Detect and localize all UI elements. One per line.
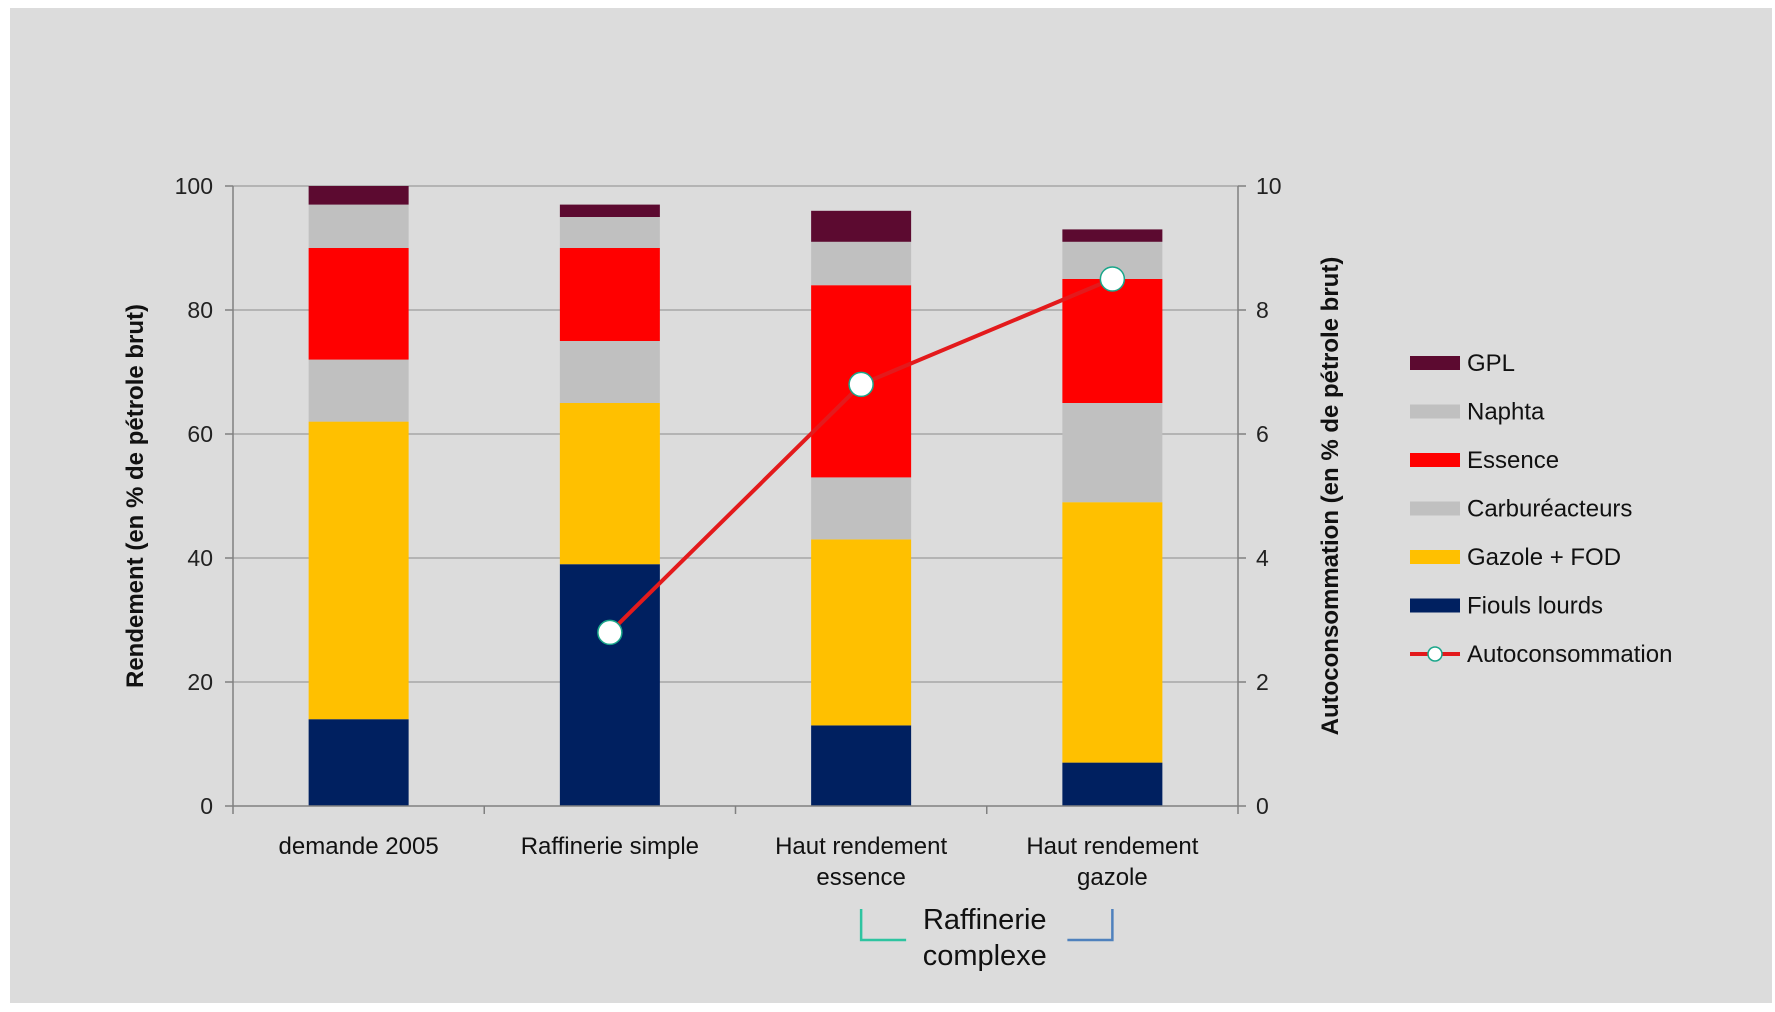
x-category-label: Haut rendement: [1026, 833, 1198, 860]
bar-segment-gpl: [308, 186, 409, 205]
y-axis-title: Rendement (en % de pétrole brut): [122, 304, 149, 688]
legend-item-gazole-fod: Gazole + FOD: [1410, 544, 1621, 571]
legend-item-autoconsommation: Autoconsommation: [1410, 641, 1672, 668]
legend-label: Gazole + FOD: [1467, 544, 1621, 571]
legend-swatch: [1410, 550, 1460, 564]
y-tick-label: 80: [187, 297, 213, 323]
bracket-right: [1067, 909, 1114, 942]
bar-segment-naphta: [811, 241, 912, 286]
y2-tick-label: 6: [1256, 421, 1269, 447]
bar-segment-carbureacteurs: [308, 359, 409, 422]
autoconsommation-line-layer: [597, 266, 1126, 646]
legend-swatch: [1410, 453, 1460, 467]
group-annotation-label: Raffinerie: [923, 904, 1047, 936]
bar-segment-carbureacteurs: [559, 341, 660, 403]
group-annotation: Raffinerie complexe: [859, 904, 1114, 972]
bar-segment-fiouls-lourds: [308, 719, 409, 806]
legend-marker: [1427, 646, 1443, 662]
y2-tick-label: 10: [1256, 173, 1282, 199]
bar-segment-fiouls-lourds: [559, 564, 660, 806]
y2-axis-title: Autoconsommation (en % de pétrole brut): [1317, 257, 1344, 736]
bar-segment-essence: [559, 248, 660, 341]
y2-tick-label: 0: [1256, 793, 1269, 819]
legend-label: Carburéacteurs: [1467, 496, 1632, 523]
legend-label: Fiouls lourds: [1467, 593, 1603, 620]
legend-swatch: [1410, 598, 1460, 613]
bars: [308, 186, 1163, 806]
bar-segment-gpl: [1062, 229, 1163, 242]
autoconsommation-point: [597, 619, 623, 646]
bar-segment-gazole-fod: [1062, 502, 1163, 763]
bar-segment-gazole-fod: [308, 421, 409, 720]
x-category-label: gazole: [1077, 864, 1148, 891]
legend-item-naphta: Naphta: [1410, 399, 1545, 426]
legend-item-gpl: GPL: [1410, 350, 1515, 377]
legend-label: Autoconsommation: [1467, 641, 1672, 668]
legend-item-fiouls-lourds: Fiouls lourds: [1410, 593, 1603, 620]
group-annotation-label: complexe: [923, 940, 1047, 972]
legend-item-essence: Essence: [1410, 447, 1559, 474]
y2-tick-label: 2: [1256, 669, 1269, 695]
bracket-left: [859, 909, 907, 942]
bar-segment-carbureacteurs: [811, 477, 912, 540]
bar-segment-fiouls-lourds: [811, 725, 912, 806]
bar-segment-gpl: [811, 210, 912, 242]
legend-label: GPL: [1467, 350, 1515, 377]
y2-tick-label: 4: [1256, 545, 1269, 571]
y-tick-label: 0: [200, 793, 213, 819]
axis-labels: Rendement (en % de pétrole brut) Autocon…: [122, 257, 1344, 736]
legend-label: Essence: [1467, 447, 1559, 474]
y-tick-label: 40: [187, 545, 213, 571]
y-tick-label: 60: [187, 421, 213, 447]
y-tick-label: 20: [187, 669, 213, 695]
bar-segment-essence: [308, 248, 409, 360]
bar-segment-gazole-fod: [559, 403, 660, 565]
x-category-label: Haut rendement: [775, 833, 947, 860]
bar-segment-naphta: [559, 217, 660, 248]
legend-item-carbureacteurs: Carburéacteurs: [1410, 496, 1632, 523]
bar-segment-gpl: [559, 204, 660, 217]
x-category-label: essence: [816, 864, 905, 891]
autoconsommation-point: [1099, 266, 1126, 292]
y2-tick-label: 8: [1256, 297, 1269, 323]
bar-segment-essence: [1062, 279, 1163, 403]
autoconsommation-point: [848, 371, 874, 398]
legend: GPL Naphta Essence Carburéacteurs Gazole + F…: [1410, 350, 1672, 668]
axes: 0 20 40 60 80 100 0 2 4 6 8 10 demande 2005 Raffineri…: [175, 173, 1282, 891]
legend-swatch: [1410, 356, 1460, 370]
bar-segment-naphta: [308, 204, 409, 248]
legend-label: Naphta: [1467, 399, 1545, 426]
bar-segment-carbureacteurs: [1062, 403, 1163, 503]
legend-swatch: [1410, 501, 1460, 516]
x-category-label: demande 2005: [279, 833, 439, 860]
y-tick-label: 100: [175, 173, 213, 199]
legend-swatch: [1410, 404, 1460, 419]
bar-segment-fiouls-lourds: [1062, 762, 1163, 806]
bar-segment-gazole-fod: [811, 539, 912, 726]
x-category-label: Raffinerie simple: [521, 833, 699, 860]
